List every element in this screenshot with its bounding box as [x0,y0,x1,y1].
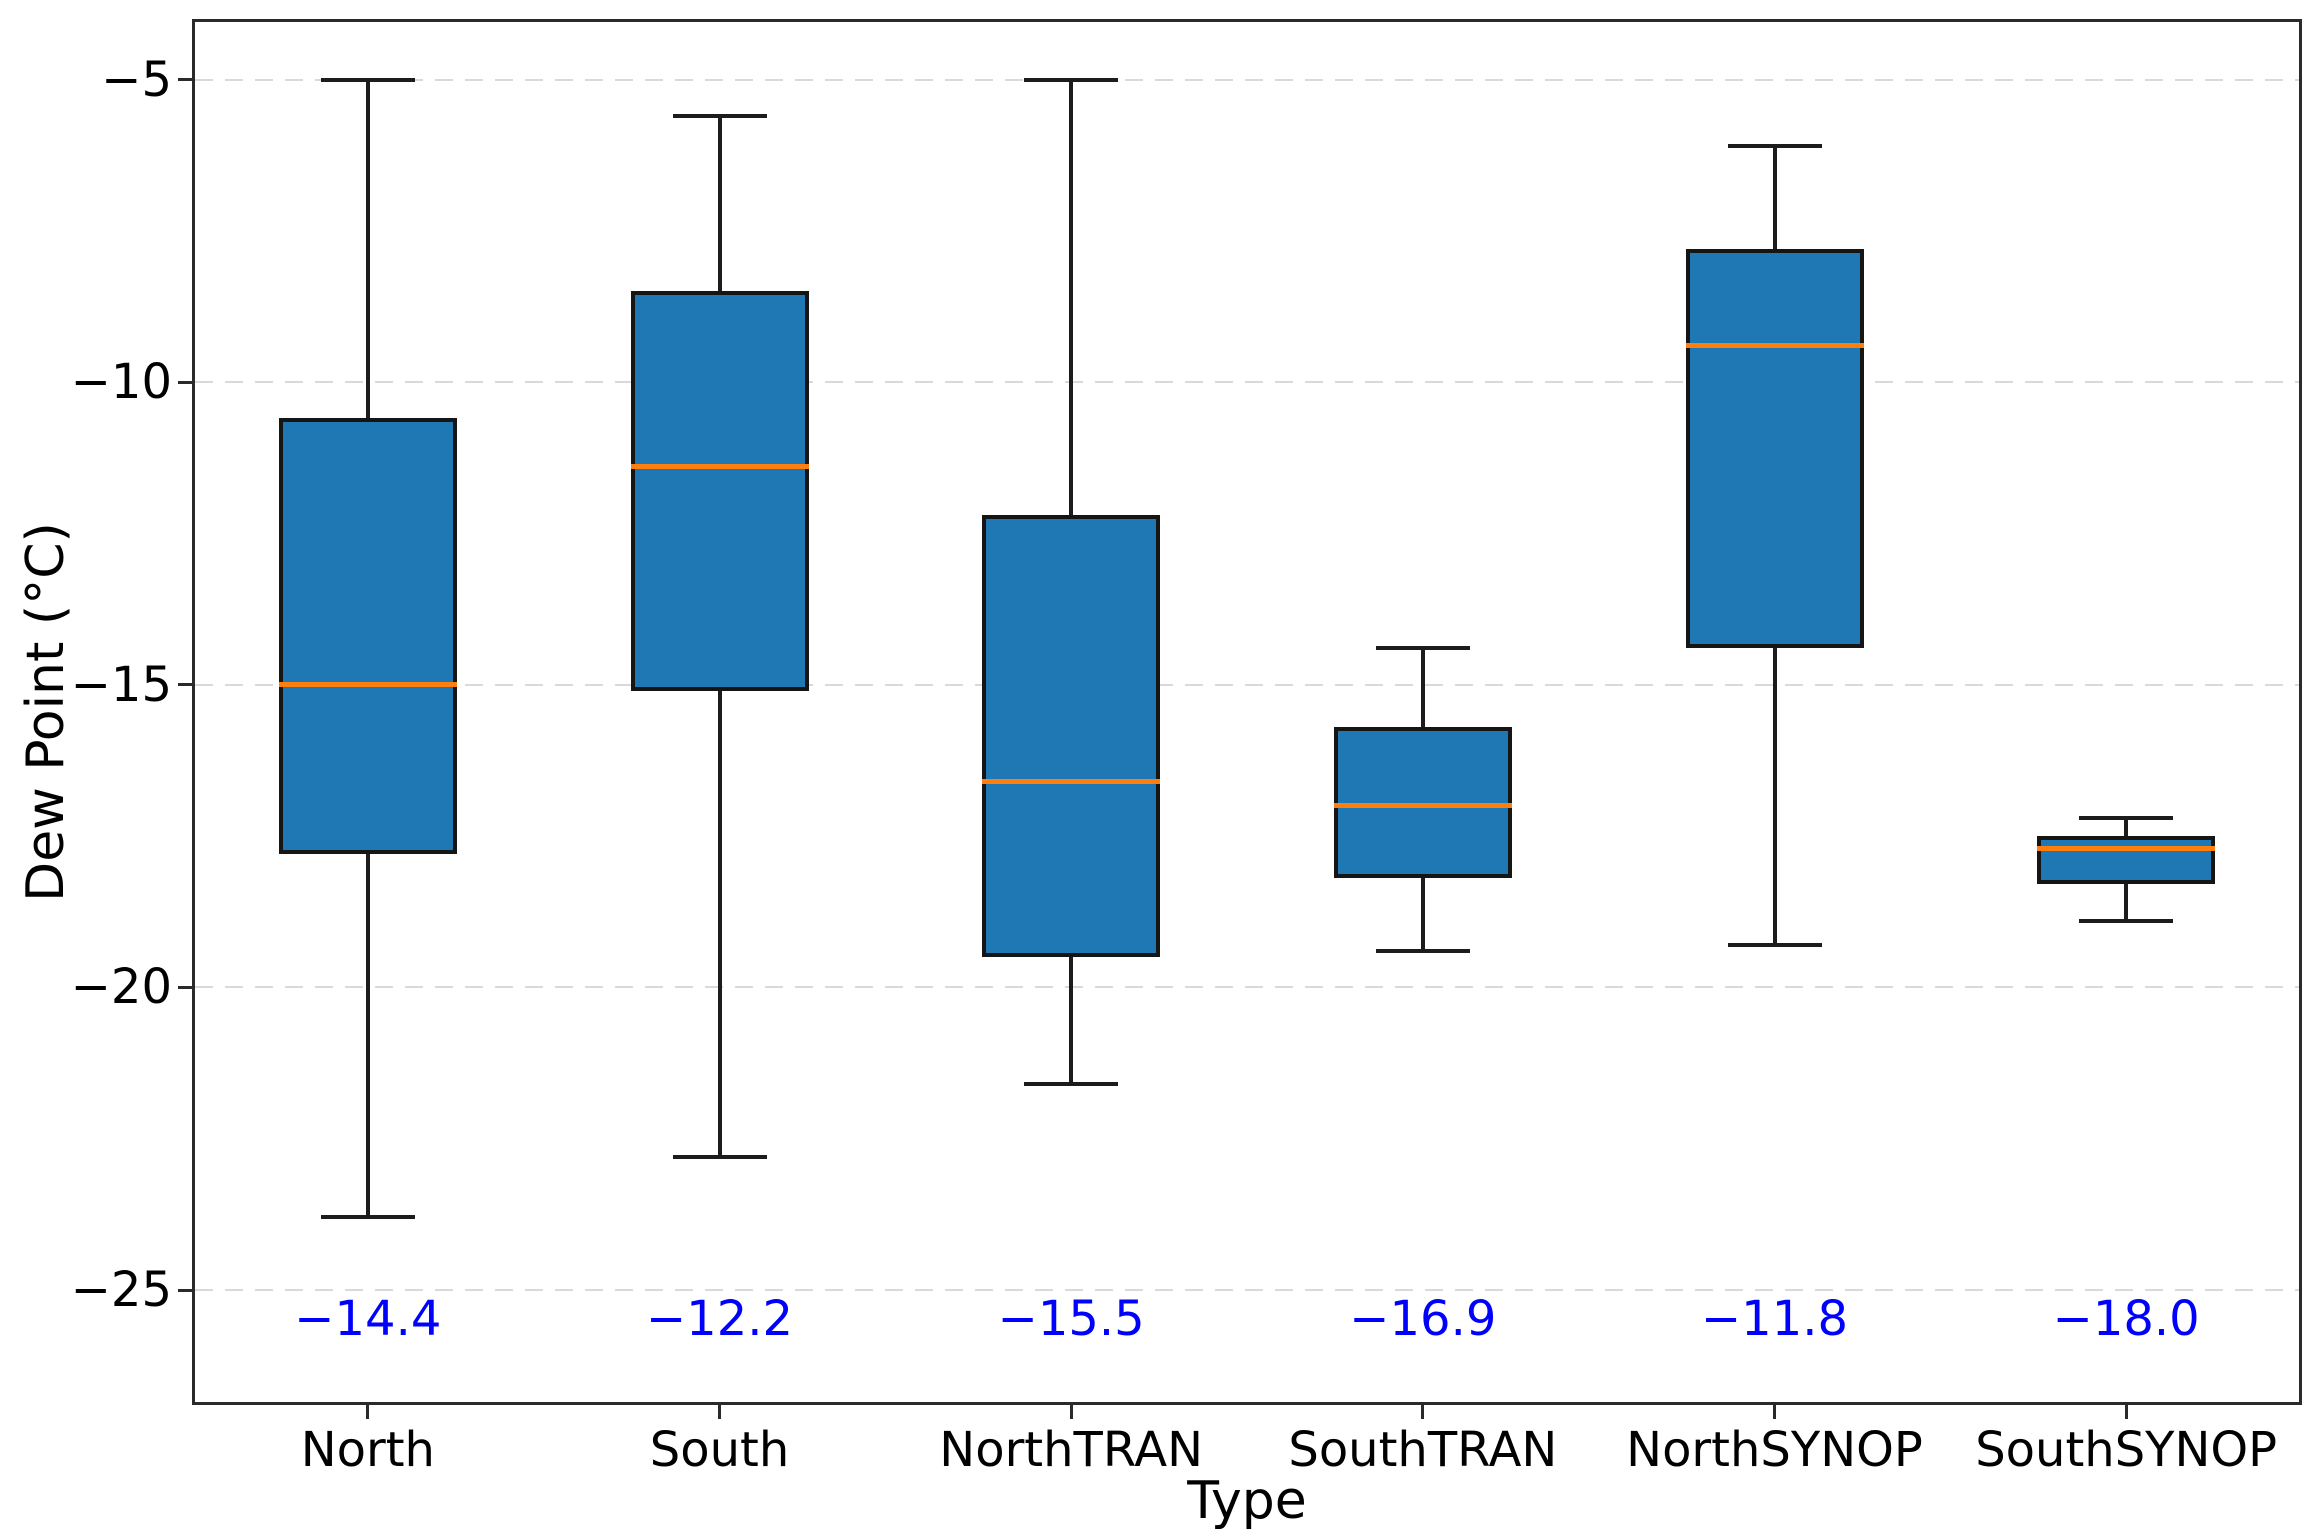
whisker-lower [2124,884,2129,921]
whisker-cap-upper [1375,646,1470,651]
x-tick-label-north: North [300,1422,435,1478]
y-axis-label: Dew Point (°C) [16,522,76,902]
whisker-cap-upper [2079,815,2174,820]
y-tick-mark [178,985,192,989]
mean-annotation-northsynop: −11.8 [1700,1291,1849,1347]
x-tick-mark [2124,1405,2128,1419]
mean-annotation-northtran: −15.5 [997,1291,1145,1347]
x-tick-mark [366,1405,370,1419]
median-line [1685,343,1864,349]
x-tick-mark [1421,1405,1425,1419]
whisker-upper [717,115,722,292]
whisker-lower [717,690,722,1157]
whisker-upper [1772,146,1777,249]
box-southsynop [2037,836,2216,885]
gridline [195,1289,2299,1291]
x-tick-label-southsynop: SouthSYNOP [1975,1422,2278,1478]
mean-annotation-south: −12.2 [645,1291,794,1347]
gridline [195,78,2299,81]
median-line [630,464,809,470]
x-axis-label: Type [1187,1471,1307,1531]
y-tick-label: −5 [101,51,172,108]
whisker-cap-upper [1727,144,1822,149]
whisker-cap-lower [672,1154,767,1159]
x-tick-label-northsynop: NorthSYNOP [1626,1422,1923,1478]
whisker-lower [1420,878,1425,952]
mean-annotation-southtran: −16.9 [1349,1291,1497,1347]
gridline [195,986,2299,989]
whisker-cap-upper [320,77,415,82]
y-tick-label: −15 [70,656,172,713]
whisker-upper [1420,648,1425,728]
whisker-lower [365,854,370,1218]
whisker-upper [2124,817,2129,837]
box-south [630,291,809,691]
whisker-cap-lower [1727,943,1822,948]
box-northsynop [1685,248,1864,649]
whisker-upper [365,79,370,419]
x-tick-label-northtran: NorthTRAN [939,1422,1204,1478]
plot-area [192,19,2302,1405]
whisker-upper [1069,79,1074,516]
box-southtran [1333,727,1512,879]
box-north [278,418,457,855]
whisker-cap-lower [1024,1082,1119,1087]
y-tick-label: −25 [70,1262,172,1318]
median-line [2037,845,2216,851]
whisker-cap-lower [2079,918,2174,923]
whisker-cap-lower [320,1215,415,1220]
x-tick-mark [718,1405,721,1419]
x-tick-mark [1773,1405,1776,1419]
gridline [195,683,2299,686]
mean-annotation-north: −14.4 [294,1291,442,1347]
y-tick-mark [178,683,192,687]
mean-annotation-southsynop: −18.0 [2052,1291,2200,1347]
x-tick-mark [1069,1405,1073,1419]
y-tick-label: −20 [70,959,172,1016]
gridline [195,381,2299,384]
median-line [982,779,1161,785]
whisker-lower [1069,957,1074,1085]
whisker-cap-upper [672,113,767,118]
whisker-cap-lower [1375,949,1470,954]
y-tick-label: −10 [70,354,172,411]
median-line [1333,803,1512,809]
median-line [278,682,457,688]
y-tick-mark [178,380,192,384]
y-tick-mark [178,1288,192,1292]
x-tick-label-south: South [649,1422,790,1478]
y-tick-mark [178,78,192,82]
whisker-cap-upper [1024,77,1119,82]
whisker-lower [1772,648,1777,945]
box-northtran [982,515,1161,958]
x-tick-label-southtran: SouthTRAN [1288,1422,1558,1478]
